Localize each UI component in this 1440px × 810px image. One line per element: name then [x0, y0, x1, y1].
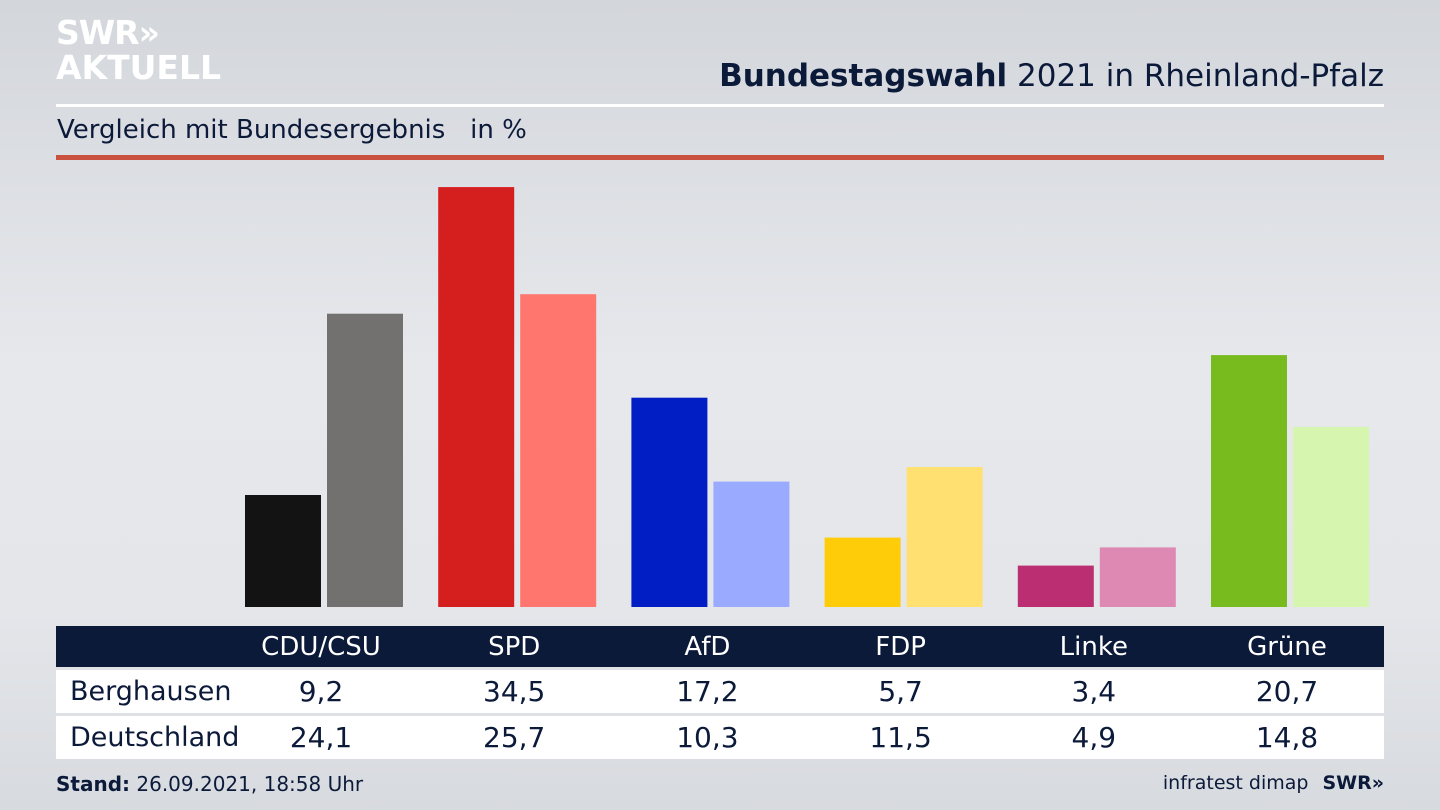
- bar-deutschland-cdu-csu: [327, 313, 403, 607]
- title-rest: 2021 in Rheinland-Pfalz: [1007, 58, 1384, 94]
- bar-deutschland-spd: [520, 294, 597, 607]
- column-header: Linke: [1059, 631, 1128, 662]
- table-row: Deutschland 24,1 25,7 10,3 11,5 4,9 14,8: [56, 716, 1384, 759]
- bar-berghausen-linke: [1017, 565, 1094, 607]
- bar-deutschland-fdp: [906, 467, 983, 607]
- swr-footer-logo: SWR»: [1322, 772, 1384, 794]
- table-cell: 5,7: [878, 675, 923, 708]
- table-cell: 3,4: [1071, 675, 1117, 708]
- column-header: CDU/CSU: [261, 631, 381, 662]
- table-cell: 4,9: [1071, 721, 1117, 754]
- column-header: AfD: [684, 631, 731, 662]
- bar-berghausen-afd: [631, 397, 708, 607]
- stand-label: Stand:: [56, 772, 131, 796]
- table-cell: 17,2: [676, 675, 739, 708]
- logo-line-2: AKTUELL: [56, 48, 222, 87]
- timestamp: Stand: 26.09.2021, 18:58 Uhr: [56, 772, 363, 796]
- bar-deutschland-gr-ne: [1293, 426, 1369, 607]
- bar-berghausen-fdp: [824, 537, 901, 607]
- bar-berghausen-cdu-csu: [245, 495, 321, 607]
- column-header: SPD: [488, 631, 541, 662]
- table-cell: 11,5: [869, 721, 932, 754]
- table-cell: 9,2: [298, 675, 344, 708]
- table-cell: 20,7: [1255, 675, 1319, 708]
- table-cell: 10,3: [676, 721, 739, 754]
- table-header: CDU/CSU SPD AfD FDP Linke Grüne: [56, 626, 1384, 667]
- results-table: CDU/CSU SPD AfD FDP Linke Grüne Berghausen 9,…: [56, 626, 1384, 759]
- table-cell: 24,1: [289, 721, 353, 754]
- bar-deutschland-linke: [1099, 547, 1176, 607]
- column-header: FDP: [875, 631, 926, 662]
- row-label: Deutschland: [70, 722, 240, 753]
- table-cell: 34,5: [483, 675, 546, 708]
- logo-line-1: SWR»: [56, 13, 160, 52]
- accent-divider: [56, 155, 1384, 160]
- table-row: Berghausen 9,2 34,5 17,2 5,7 3,4 20,7: [56, 670, 1384, 713]
- source-text: infratest dimap: [1162, 772, 1309, 794]
- column-header: Grüne: [1247, 631, 1327, 662]
- bar-berghausen-spd: [438, 187, 515, 607]
- chart-subtitle: Vergleich mit Bundesergebnis in %: [57, 115, 527, 145]
- bar-chart: [245, 187, 1369, 607]
- title-divider: [56, 104, 1384, 107]
- page-title: Bundestagswahl 2021 in Rheinland-Pfalz: [719, 58, 1384, 94]
- bar-berghausen-gr-ne: [1211, 355, 1287, 607]
- bar-deutschland-afd: [713, 481, 790, 607]
- table-cell: 25,7: [483, 721, 546, 754]
- swr-aktuell-logo: SWR» AKTUELL: [56, 16, 221, 84]
- stand-value: 26.09.2021, 18:58 Uhr: [130, 772, 364, 796]
- row-label: Berghausen: [70, 676, 232, 707]
- table-cell: 14,8: [1255, 721, 1319, 754]
- title-bold: Bundestagswahl: [719, 58, 1008, 94]
- source-credit: infratest dimap SWR»: [1163, 772, 1384, 794]
